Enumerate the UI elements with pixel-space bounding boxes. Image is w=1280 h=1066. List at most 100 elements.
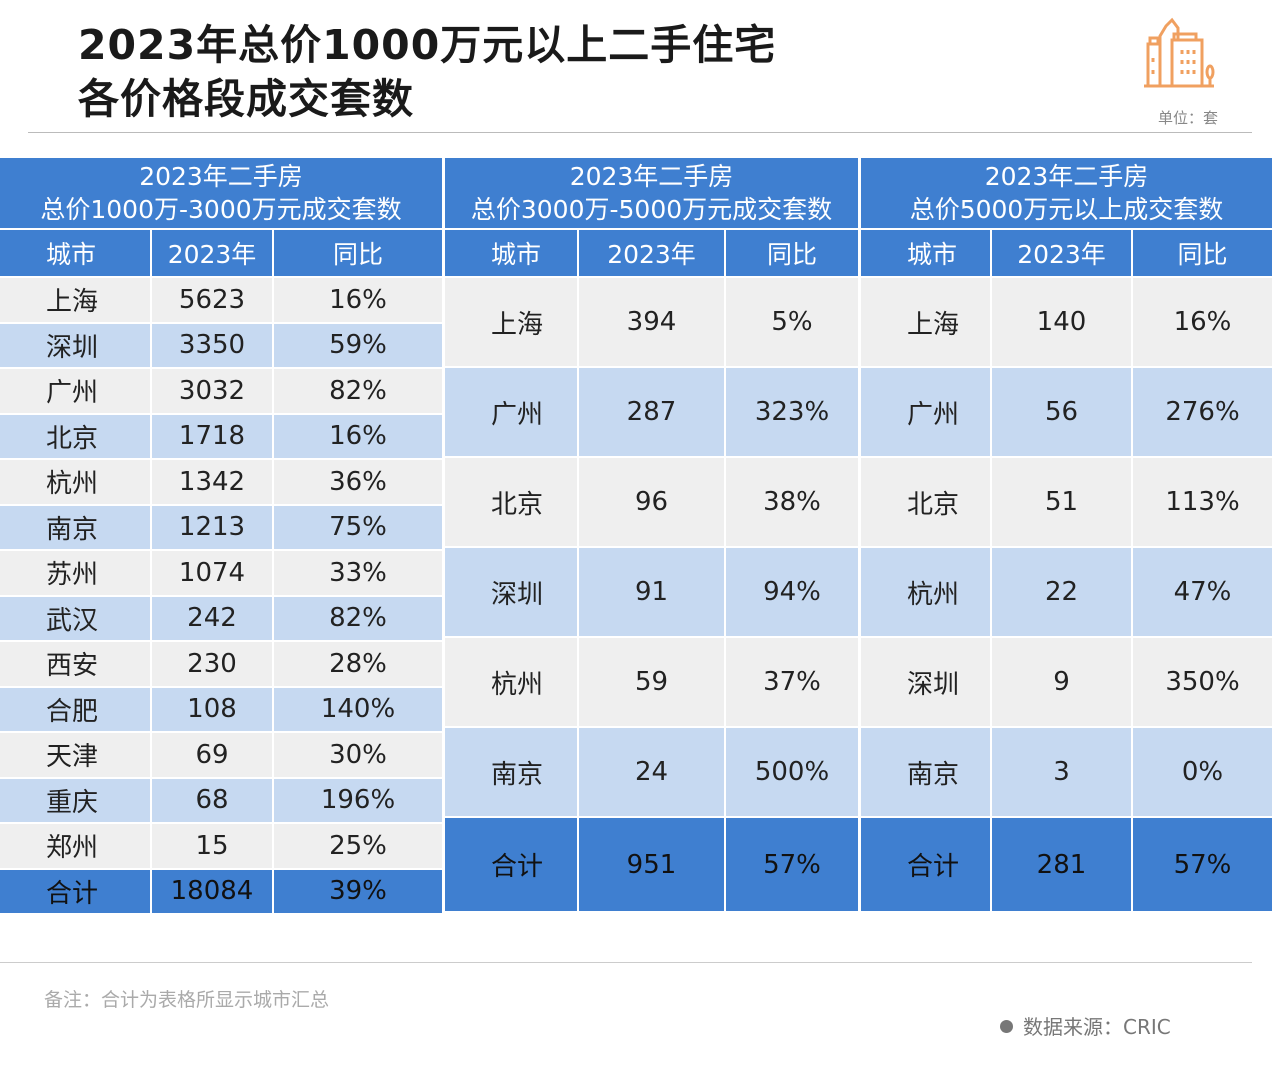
city-cell: 重庆 — [0, 776, 152, 824]
table-caption: 2023年二手房 总价5000万元以上成交套数 — [859, 156, 1274, 230]
city-cell: 北京 — [0, 412, 152, 460]
city-cell: 广州 — [859, 366, 992, 458]
count-cell: 22 — [990, 546, 1133, 638]
caption-line: 总价3000万-5000万元成交套数 — [470, 195, 833, 224]
count-cell: 9 — [990, 636, 1133, 728]
count-cell: 3032 — [150, 367, 274, 415]
count-cell: 15 — [150, 822, 274, 870]
total-cell: 18084 — [150, 867, 274, 915]
yoy-cell: 0% — [1131, 726, 1274, 818]
city-cell: 杭州 — [0, 458, 152, 506]
column-header: 同比 — [272, 228, 444, 278]
unit-label: 单位：套 — [1158, 109, 1219, 127]
yoy-cell: 16% — [1131, 276, 1274, 368]
table-row: 杭州 22 47% — [859, 546, 1274, 638]
title-line-1: 2023年总价1000万元以上二手住宅 — [78, 21, 777, 69]
table-3: 2023年二手房 总价5000万元以上成交套数 城市 2023年 同比 上海 140 16% 广… — [859, 156, 1274, 913]
count-cell: 242 — [150, 594, 274, 642]
city-buildings-icon — [1144, 17, 1215, 88]
bullet-icon — [1000, 1020, 1013, 1033]
count-cell: 59 — [577, 636, 726, 728]
table-caption: 2023年二手房总价1000万-3000万元成交套数 — [0, 156, 444, 230]
yoy-cell: 82% — [272, 367, 444, 415]
table-row: 苏州 1074 33% — [0, 549, 444, 597]
count-cell: 56 — [990, 366, 1133, 458]
table-row: 西安 230 28% — [0, 640, 444, 688]
count-cell: 1213 — [150, 503, 274, 551]
table-row: 重庆 68 196% — [0, 776, 444, 824]
yoy-cell: 36% — [272, 458, 444, 506]
count-cell: 140 — [990, 276, 1133, 368]
city-cell: 上海 — [443, 276, 579, 368]
total-row: 合计 18084 39% — [0, 867, 444, 915]
table-row: 北京 51 113% — [859, 456, 1274, 548]
caption-line: 总价5000万元以上成交套数 — [909, 195, 1224, 224]
count-cell: 68 — [150, 776, 274, 824]
total-cell: 951 — [577, 816, 726, 913]
total-cell: 281 — [990, 816, 1133, 913]
count-cell: 69 — [150, 731, 274, 779]
total-row: 合计 951 57% — [443, 816, 860, 913]
column-header: 2023年 — [577, 228, 726, 278]
divider — [28, 132, 1252, 133]
yoy-cell: 500% — [724, 726, 860, 818]
total-cell: 39% — [272, 867, 444, 915]
footnote: 备注：合计为表格所显示城市汇总 — [44, 989, 330, 1011]
caption-line: 总价1000万-3000万元成交套数 — [40, 195, 402, 224]
table-row: 上海 5623 16% — [0, 276, 444, 324]
city-cell: 广州 — [0, 367, 152, 415]
total-cell: 合计 — [859, 816, 992, 913]
table-row: 南京 3 0% — [859, 726, 1274, 818]
count-cell: 1718 — [150, 412, 274, 460]
column-header: 2023年 — [990, 228, 1133, 278]
yoy-cell: 16% — [272, 412, 444, 460]
table-row: 上海 140 16% — [859, 276, 1274, 368]
table-row: 南京 1213 75% — [0, 503, 444, 551]
city-cell: 上海 — [859, 276, 992, 368]
city-cell: 南京 — [443, 726, 579, 818]
city-cell: 深圳 — [0, 321, 152, 369]
table-row: 郑州 15 25% — [0, 822, 444, 870]
city-cell: 西安 — [0, 640, 152, 688]
count-cell: 5623 — [150, 276, 274, 324]
column-header: 城市 — [443, 228, 579, 278]
yoy-cell: 28% — [272, 640, 444, 688]
column-header: 同比 — [1131, 228, 1274, 278]
table-row: 广州 3032 82% — [0, 367, 444, 415]
city-cell: 杭州 — [443, 636, 579, 728]
table-row: 杭州 1342 36% — [0, 458, 444, 506]
column-header: 2023年 — [150, 228, 274, 278]
count-cell: 230 — [150, 640, 274, 688]
yoy-cell: 323% — [724, 366, 860, 458]
city-cell: 杭州 — [859, 546, 992, 638]
table-row: 上海 394 5% — [443, 276, 860, 368]
yoy-cell: 37% — [724, 636, 860, 728]
yoy-cell: 350% — [1131, 636, 1274, 728]
table-row: 北京 96 38% — [443, 456, 860, 548]
column-header: 城市 — [859, 228, 992, 278]
table-row: 合肥 108 140% — [0, 685, 444, 733]
source-text: 数据来源：CRIC — [1023, 1015, 1171, 1039]
city-cell: 郑州 — [0, 822, 152, 870]
city-cell: 深圳 — [859, 636, 992, 728]
yoy-cell: 38% — [724, 456, 860, 548]
table-row: 深圳 91 94% — [443, 546, 860, 638]
yoy-cell: 47% — [1131, 546, 1274, 638]
yoy-cell: 276% — [1131, 366, 1274, 458]
caption-line: 2023年二手房 — [139, 162, 303, 191]
count-cell: 108 — [150, 685, 274, 733]
table-row: 武汉 242 82% — [0, 594, 444, 642]
count-cell: 3 — [990, 726, 1133, 818]
table-row: 广州 287 323% — [443, 366, 860, 458]
table-caption: 2023年二手房 总价3000万-5000万元成交套数 — [443, 156, 860, 230]
yoy-cell: 140% — [272, 685, 444, 733]
column-header: 城市 — [0, 228, 152, 278]
city-cell: 天津 — [0, 731, 152, 779]
yoy-cell: 94% — [724, 546, 860, 638]
count-cell: 1342 — [150, 458, 274, 506]
column-header: 同比 — [724, 228, 860, 278]
yoy-cell: 196% — [272, 776, 444, 824]
count-cell: 3350 — [150, 321, 274, 369]
city-cell: 合肥 — [0, 685, 152, 733]
